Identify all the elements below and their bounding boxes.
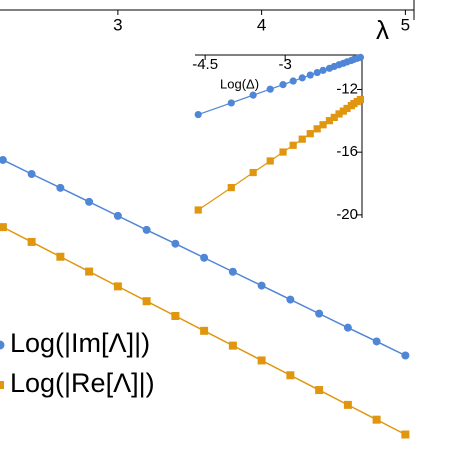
- data-point: [372, 415, 381, 424]
- data-point: [356, 95, 364, 104]
- data-point: [319, 121, 327, 129]
- data-point: [343, 400, 352, 409]
- data-point: [0, 155, 7, 164]
- x-tick-label: 5: [401, 15, 410, 34]
- data-point: [194, 110, 202, 119]
- data-point: [142, 225, 151, 234]
- data-point: [401, 430, 410, 439]
- legend-marker: [0, 340, 5, 350]
- data-point: [279, 148, 287, 156]
- data-point: [227, 183, 235, 192]
- data-point: [401, 351, 410, 360]
- data-point: [228, 267, 237, 276]
- inset-background: [195, 55, 362, 218]
- data-point: [315, 309, 324, 318]
- data-point: [298, 74, 306, 82]
- data-point: [257, 356, 266, 365]
- data-point: [306, 130, 314, 138]
- data-point: [0, 223, 7, 232]
- legend-marker: [0, 381, 4, 389]
- data-point: [372, 337, 381, 346]
- data-point: [325, 117, 334, 125]
- data-point: [257, 281, 266, 290]
- data-point: [335, 110, 343, 118]
- data-point: [286, 371, 295, 380]
- data-point: [319, 66, 327, 74]
- data-point: [200, 253, 209, 262]
- data-point: [227, 99, 235, 107]
- x-tick-label: 3: [113, 15, 122, 34]
- data-point: [85, 197, 94, 206]
- y-tick-label: -16: [336, 143, 358, 160]
- data-point: [356, 53, 364, 61]
- data-point: [343, 323, 352, 332]
- data-point: [313, 125, 321, 133]
- data-point: [27, 237, 36, 246]
- data-point: [171, 239, 180, 248]
- x-tick-label: -3: [278, 56, 291, 73]
- data-point: [171, 312, 180, 320]
- x-tick-label: -4.5: [192, 56, 218, 73]
- x-tick-label: 4: [257, 15, 266, 34]
- data-point: [27, 169, 36, 178]
- data-point: [249, 168, 257, 177]
- data-point: [266, 157, 274, 165]
- data-point: [113, 282, 122, 291]
- y-tick-label: -12: [336, 80, 358, 97]
- data-point: [56, 252, 65, 261]
- data-point: [194, 206, 202, 214]
- data-point: [315, 386, 324, 395]
- data-point: [200, 326, 209, 335]
- y-tick-label: -20: [336, 206, 358, 223]
- data-point: [330, 113, 338, 121]
- legend-label: Log(|Im[Λ]|): [10, 328, 150, 358]
- data-point: [228, 341, 237, 350]
- data-point: [266, 85, 274, 93]
- x-axis-label: λ: [376, 15, 389, 45]
- data-point: [113, 211, 122, 220]
- data-point: [142, 297, 151, 306]
- data-point: [286, 295, 295, 304]
- data-point: [313, 68, 321, 77]
- data-point: [279, 81, 287, 89]
- data-point: [306, 71, 314, 79]
- x-axis-label: Log(Δ): [220, 76, 259, 91]
- data-point: [343, 104, 351, 113]
- data-point: [298, 135, 306, 143]
- data-point: [85, 267, 94, 276]
- legend-label: Log(|Re[Λ]|): [10, 368, 155, 398]
- data-point: [289, 77, 297, 85]
- data-point: [289, 141, 297, 149]
- data-point: [249, 91, 257, 99]
- data-point: [56, 183, 65, 192]
- data-point: [339, 107, 347, 115]
